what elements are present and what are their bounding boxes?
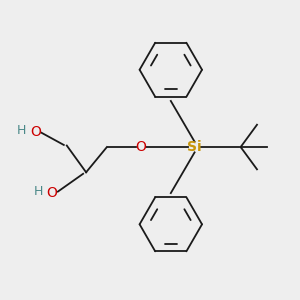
- Text: O: O: [136, 140, 146, 154]
- Text: O: O: [46, 186, 57, 200]
- Text: Si: Si: [187, 140, 202, 154]
- Text: H: H: [33, 185, 43, 198]
- Text: H: H: [17, 124, 26, 137]
- Text: O: O: [30, 125, 41, 139]
